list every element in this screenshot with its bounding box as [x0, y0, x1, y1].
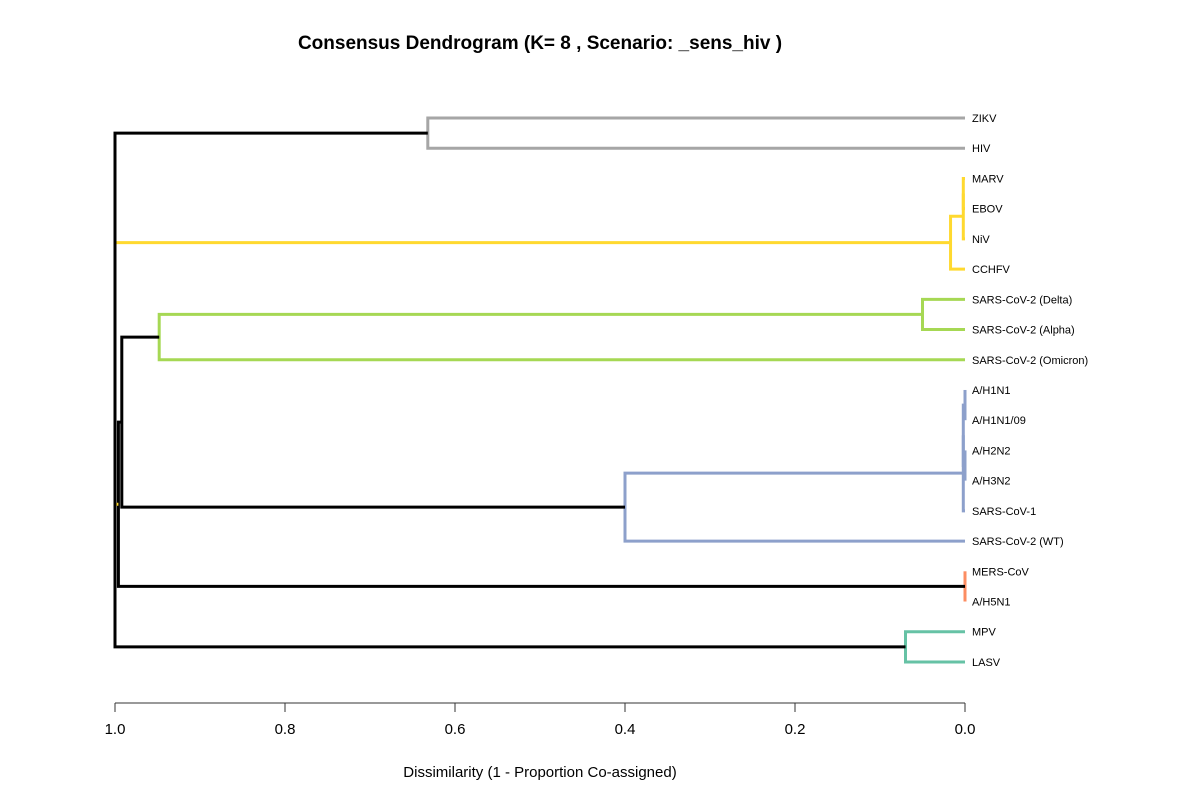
leaf-label: CCHFV — [972, 264, 1011, 276]
dendrogram-branches — [113, 116, 967, 664]
dendrogram-branch — [961, 435, 965, 513]
leaf-label: A/H1N1/09 — [972, 415, 1026, 427]
leaf-label: MERS-CoV — [972, 566, 1030, 578]
leaf-label: SARS-CoV-2 (Delta) — [972, 294, 1072, 306]
leaf-label: HIV — [972, 143, 991, 155]
x-axis: 1.0 0.8 0.6 0.4 0.2 0.0 — [105, 702, 976, 738]
leaf-label: A/H1N1 — [972, 385, 1011, 397]
dendrogram-branch — [157, 312, 965, 362]
leaf-label: ZIKV — [972, 113, 997, 125]
x-axis-ticks: 1.0 0.8 0.6 0.4 0.2 0.0 — [105, 703, 976, 738]
dendrogram-branch — [113, 241, 951, 506]
leaf-label: A/H2N2 — [972, 445, 1011, 457]
dendrogram-branch — [116, 420, 965, 588]
x-axis-tick-label: 0.2 — [785, 721, 806, 738]
dendrogram-branch — [113, 253, 906, 649]
x-axis-tick-label: 0.4 — [615, 721, 636, 738]
dendrogram-branch — [623, 471, 965, 543]
x-axis-tick-label: 1.0 — [105, 721, 126, 738]
x-axis-tick-label: 0.6 — [445, 721, 466, 738]
dendrogram-branch — [120, 335, 625, 509]
x-axis-tick-label: 0.0 — [955, 721, 976, 738]
leaf-label: A/H3N2 — [972, 476, 1011, 488]
dendrogram-branch — [904, 630, 965, 664]
x-axis-title: Dissimilarity (1 - Proportion Co-assigne… — [403, 764, 676, 781]
leaf-label: MPV — [972, 627, 997, 639]
leaf-labels: ZIKV HIV MARV EBOV NiV CCHFV SARS-CoV-2 (Delta… — [972, 113, 1088, 669]
leaf-label: LASV — [972, 657, 1001, 669]
leaf-label: MARV — [972, 173, 1004, 185]
leaf-label: NiV — [972, 234, 990, 246]
leaf-label: SARS-CoV-2 (Omicron) — [972, 355, 1088, 367]
dendrogram-branch — [961, 193, 965, 241]
leaf-label: EBOV — [972, 204, 1003, 216]
x-axis-tick-label: 0.8 — [275, 721, 296, 738]
chart-title: Consensus Dendrogram (K= 8 , Scenario: _… — [298, 33, 782, 54]
dendrogram-branch — [921, 297, 965, 332]
leaf-label: SARS-CoV-2 (Alpha) — [972, 325, 1075, 337]
leaf-label: SARS-CoV-2 (WT) — [972, 536, 1064, 548]
leaf-label: A/H5N1 — [972, 597, 1011, 609]
dendrogram-branch — [426, 116, 965, 150]
dendrogram-branch — [113, 131, 428, 374]
leaf-label: SARS-CoV-1 — [972, 506, 1036, 518]
